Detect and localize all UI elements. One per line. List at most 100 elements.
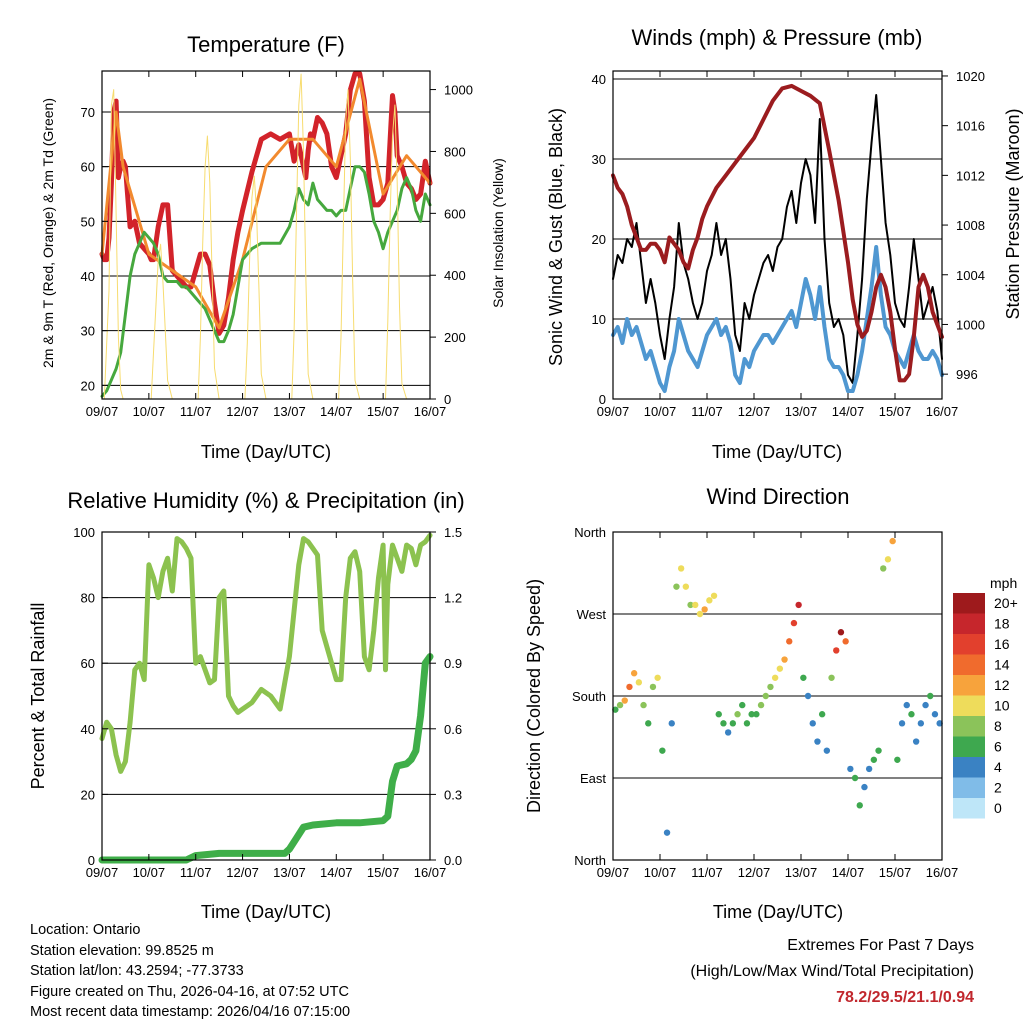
direction-legend-label: 6 bbox=[994, 739, 1002, 755]
direction-xtick-label: 15/07 bbox=[879, 865, 912, 880]
direction-xtick-label: 13/07 bbox=[785, 865, 818, 880]
winds-ytick-label: 20 bbox=[592, 232, 606, 247]
direction-point bbox=[931, 711, 939, 718]
direction-point bbox=[880, 565, 887, 572]
winds-ytick-label: 30 bbox=[592, 152, 606, 167]
direction-legend-label: 16 bbox=[994, 636, 1010, 652]
winds-ytick-label: 40 bbox=[592, 72, 606, 87]
direction-title: Wind Direction bbox=[706, 484, 849, 509]
direction-ytick-label: South bbox=[572, 689, 606, 704]
direction-xtick-label: 10/07 bbox=[644, 865, 677, 880]
legend-title: mph bbox=[990, 575, 1017, 591]
direction-legend-swatch bbox=[953, 613, 985, 634]
direction-point bbox=[781, 656, 788, 663]
direction-point bbox=[875, 747, 882, 754]
direction-point bbox=[856, 802, 863, 809]
winds-y2tick-label: 1004 bbox=[956, 268, 985, 283]
humidity-panel: Relative Humidity (%) & Precipitation (i… bbox=[28, 488, 465, 922]
humidity-xtick-label: 14/07 bbox=[320, 865, 353, 880]
humidity-title: Relative Humidity (%) & Precipitation (i… bbox=[67, 488, 464, 513]
winds-xtick-label: 10/07 bbox=[644, 404, 677, 419]
direction-point bbox=[790, 619, 798, 627]
extremes-block: Extremes For Past 7 Days (High/Low/Max W… bbox=[690, 933, 974, 1011]
extremes-values: 78.2/29.5/21.1/0.94 bbox=[836, 989, 974, 1006]
temperature-title: Temperature (F) bbox=[187, 32, 345, 57]
direction-point bbox=[762, 692, 769, 700]
winds-title: Winds (mph) & Pressure (mb) bbox=[632, 25, 923, 50]
direction-point bbox=[927, 692, 934, 700]
temperature-y2tick-label: 200 bbox=[444, 330, 466, 345]
humidity-ytick-label: 60 bbox=[81, 656, 95, 671]
direction-point bbox=[757, 701, 765, 709]
direction-point bbox=[837, 629, 845, 636]
direction-legend-swatch bbox=[953, 593, 985, 614]
direction-legend-label: 14 bbox=[994, 657, 1010, 673]
temperature-panel: Temperature (F) 2m & 9m T (Red, Orange) … bbox=[40, 32, 506, 462]
direction-point bbox=[649, 683, 657, 691]
direction-point bbox=[668, 720, 675, 727]
direction-legend-swatch bbox=[953, 716, 985, 737]
direction-point bbox=[687, 601, 694, 609]
direction-ytick-label: West bbox=[577, 607, 607, 622]
humidity-ylabel-left: Percent & Total Rainfall bbox=[28, 603, 48, 790]
direction-point bbox=[720, 720, 727, 727]
direction-point bbox=[833, 647, 840, 654]
direction-legend-label: 18 bbox=[994, 616, 1010, 632]
direction-point bbox=[912, 738, 920, 745]
direction-point bbox=[663, 829, 671, 836]
direction-point bbox=[870, 756, 878, 763]
winds-y2tick-label: 1008 bbox=[956, 218, 985, 233]
direction-ytick-label: North bbox=[574, 853, 606, 868]
direction-point bbox=[917, 720, 925, 727]
direction-panel: Wind Direction Direction (Colored By Spe… bbox=[524, 484, 1018, 922]
winds-series-gust bbox=[612, 94, 943, 384]
direction-point bbox=[823, 747, 831, 754]
direction-point bbox=[861, 783, 868, 791]
direction-legend-label: 20+ bbox=[994, 595, 1018, 611]
humidity-xtick-label: 12/07 bbox=[226, 865, 259, 880]
direction-ylabel-left: Direction (Colored By Speed) bbox=[524, 579, 544, 813]
direction-xtick-label: 11/07 bbox=[691, 865, 723, 880]
direction-point bbox=[640, 701, 647, 709]
latlon-text: Station lat/lon: 43.2594; -77.3733 bbox=[30, 963, 244, 979]
temperature-y2tick-label: 0 bbox=[444, 392, 451, 407]
humidity-y2tick-label: 0.9 bbox=[444, 656, 462, 671]
humidity-ytick-label: 0 bbox=[88, 853, 95, 868]
direction-legend-label: 10 bbox=[994, 698, 1010, 714]
created-text: Figure created on Thu, 2026-04-16, at 07… bbox=[30, 983, 349, 1000]
temperature-ytick-label: 60 bbox=[81, 160, 95, 175]
direction-point bbox=[696, 610, 704, 618]
temperature-ylabel-right: Solar Insolation (Yellow) bbox=[490, 158, 506, 308]
temperature-xtick-label: 13/07 bbox=[273, 404, 306, 419]
temperature-ytick-label: 50 bbox=[81, 214, 95, 229]
temperature-xtick-label: 14/07 bbox=[320, 404, 353, 419]
direction-point bbox=[724, 729, 732, 736]
humidity-xtick-label: 15/07 bbox=[367, 865, 400, 880]
direction-legend-label: 0 bbox=[994, 800, 1002, 816]
humidity-ytick-label: 80 bbox=[81, 591, 95, 606]
humidity-series-relative-humidity bbox=[99, 532, 433, 774]
direction-point bbox=[626, 683, 633, 691]
direction-point bbox=[814, 738, 821, 745]
direction-legend-swatch bbox=[953, 634, 985, 655]
direction-ytick-label: North bbox=[574, 525, 606, 540]
humidity-y2tick-label: 1.5 bbox=[444, 525, 462, 540]
humidity-xtick-label: 10/07 bbox=[133, 865, 166, 880]
direction-point bbox=[748, 711, 755, 718]
direction-point bbox=[903, 701, 910, 709]
direction-point bbox=[682, 583, 690, 590]
winds-xtick-label: 12/07 bbox=[738, 404, 771, 419]
winds-plot-frame bbox=[612, 70, 943, 400]
extremes-title: Extremes For Past 7 Days bbox=[787, 937, 974, 954]
direction-point bbox=[804, 692, 812, 700]
direction-legend-label: 2 bbox=[994, 780, 1002, 796]
winds-xtick-label: 15/07 bbox=[879, 404, 912, 419]
direction-point bbox=[743, 720, 751, 727]
direction-point bbox=[645, 720, 652, 727]
direction-point bbox=[936, 720, 943, 727]
winds-xlabel: Time (Day/UTC) bbox=[712, 442, 842, 462]
temperature-xlabel: Time (Day/UTC) bbox=[201, 442, 331, 462]
direction-point bbox=[706, 597, 713, 604]
winds-ylabel-left: Sonic Wind & Gust (Blue, Black) bbox=[546, 108, 566, 366]
direction-legend-swatch bbox=[953, 777, 985, 798]
